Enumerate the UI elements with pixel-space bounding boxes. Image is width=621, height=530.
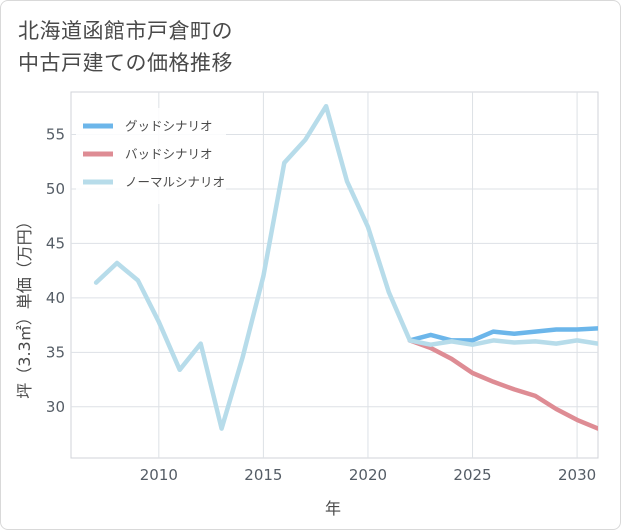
series-lines <box>93 103 598 431</box>
y-tick-label: 30 <box>46 398 65 416</box>
series-line-3 <box>93 103 598 431</box>
y-tick-label: 55 <box>46 125 65 143</box>
y-tick-label: 45 <box>46 234 65 252</box>
x-tick-label: 2010 <box>140 466 178 484</box>
chart-title: 北海道函館市戸倉町の 中古戸建ての価格推移 <box>18 15 233 79</box>
x-tick-label: 2025 <box>453 466 491 484</box>
series-line-1 <box>407 326 598 343</box>
legend-label: バッドシナリオ <box>125 147 213 162</box>
y-tick-label: 50 <box>46 180 65 198</box>
x-axis-label: 年 <box>325 499 341 518</box>
y-tick-label: 40 <box>46 289 65 307</box>
gridlines <box>71 92 598 458</box>
x-tick-label: 2020 <box>349 466 387 484</box>
title-line-2: 中古戸建ての価格推移 <box>18 51 233 75</box>
legend-label: グッドシナリオ <box>125 119 213 134</box>
legend-label: ノーマルシナリオ <box>125 175 225 190</box>
series-line-2 <box>407 338 598 431</box>
tick-labels: 2010 2015 2020 2025 2030 30 35 40 45 50 55 <box>46 125 596 484</box>
title-line-1: 北海道函館市戸倉町の <box>18 19 233 43</box>
x-tick-label: 2015 <box>244 466 282 484</box>
y-axis-label: 坪（3.3㎡）単価（万円） <box>15 213 34 398</box>
y-tick-label: 35 <box>46 343 65 361</box>
x-tick-label: 2030 <box>558 466 596 484</box>
